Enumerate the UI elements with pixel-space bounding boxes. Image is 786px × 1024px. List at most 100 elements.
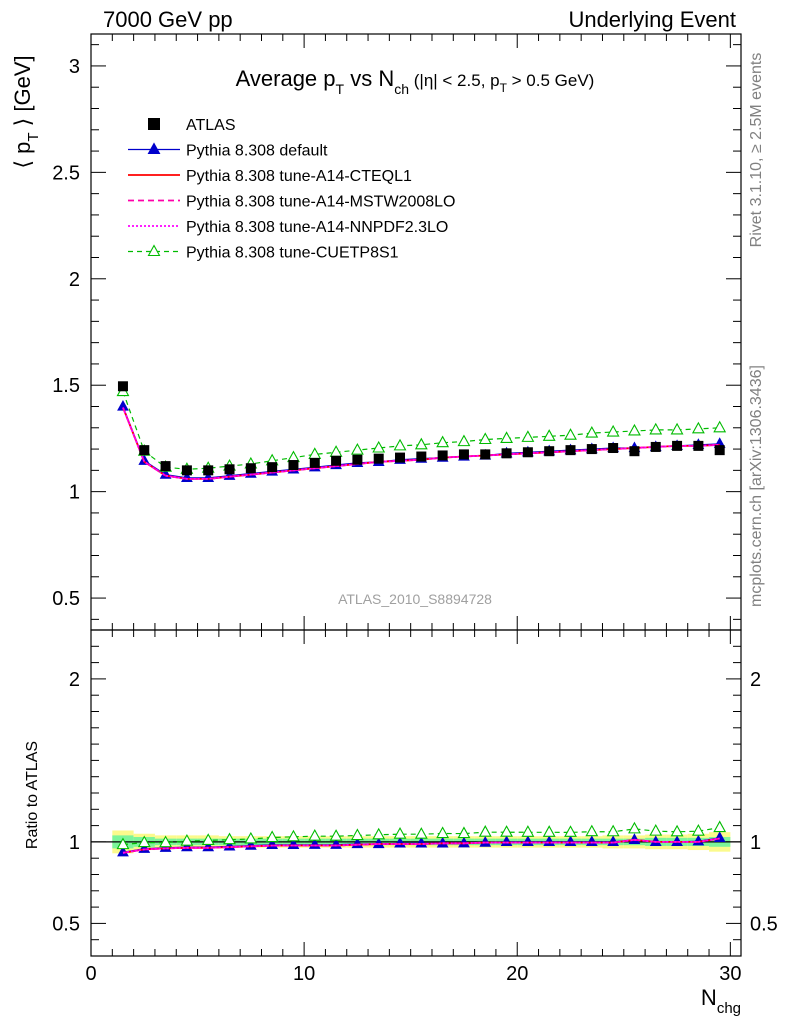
series-0-marker [480, 449, 491, 460]
legend-item: Pythia 8.308 tune-CUETP8S1 [128, 244, 399, 262]
legend-label: Pythia 8.308 tune-A14-CTEQL1 [186, 168, 412, 185]
legend-label: Pythia 8.308 default [186, 143, 328, 160]
series-0-marker [245, 463, 256, 474]
series-0-marker [437, 450, 448, 461]
title-cond-b: > 0.5 GeV) [507, 71, 594, 90]
series-0-marker [544, 446, 555, 457]
series-5-marker [478, 432, 492, 445]
analysis-id-label: ATLAS_2010_S8894728 [338, 591, 492, 607]
title-sub-ch: ch [394, 81, 409, 97]
series-5-marker [691, 421, 705, 434]
x-label-sub: chg [717, 1000, 741, 1017]
y-tick-label: 1.5 [52, 375, 80, 397]
series-5-marker [564, 428, 577, 440]
chart-title: Average pT vs Nch (|η| < 2.5, pT > 0.5 G… [236, 66, 595, 97]
series-5-marker-ratio [628, 821, 641, 834]
series-0-marker [373, 453, 384, 464]
series-0-marker [160, 461, 171, 472]
y-label-close: ⟩ [GeV] [10, 55, 35, 132]
legend-item: Pythia 8.308 tune-A14-NNPDF2.3LO [128, 219, 448, 236]
y-label-open: ⟨ p [10, 142, 35, 169]
legend-item: Pythia 8.308 default [128, 142, 328, 160]
series-0-marker [586, 444, 597, 455]
y-tick-label: 1 [69, 482, 80, 504]
legend-marker-open-triangle [147, 244, 161, 257]
series-5-marker-ratio [350, 828, 364, 841]
series-0-marker [352, 454, 363, 465]
series-5-marker-ratio [223, 832, 236, 845]
series-5-marker-ratio [478, 825, 492, 837]
title-part-mid: vs N [344, 66, 394, 91]
series-5-marker-ratio [329, 829, 343, 841]
legend-marker-triangle [147, 142, 161, 155]
series-5-marker [606, 424, 620, 437]
series-5-marker [372, 440, 386, 453]
series-0-marker [117, 381, 128, 392]
series-5-marker-ratio [670, 824, 684, 837]
series-5-marker-ratio [244, 831, 258, 844]
series-5-line [122, 391, 720, 470]
series-5-marker-ratio [521, 825, 535, 837]
series-5-marker-ratio [414, 827, 428, 839]
axes-layer: 0 10 20 30 0.5 1 1.5 2 2.5 3 0.5 0.5 1 1 2 2 [52, 33, 778, 985]
series-0-marker [331, 455, 342, 466]
series-5-marker-ratio [372, 827, 386, 840]
series-5-marker-ratio [649, 823, 663, 836]
series-5-marker-ratio [585, 824, 599, 837]
legend-item: Pythia 8.308 tune-A14-CTEQL1 [128, 168, 412, 185]
series-5-marker-ratio [542, 825, 556, 837]
ratio-y-tick-label-right: 0.5 [750, 913, 778, 935]
series-0-marker [650, 441, 661, 452]
series-5-marker [500, 431, 514, 443]
series-0-marker [139, 445, 150, 456]
main-layer [116, 381, 727, 482]
series-5-marker-ratio [116, 837, 130, 850]
title-sub-t: T [336, 81, 345, 97]
series-0-marker [416, 451, 427, 462]
series-0-marker [181, 465, 192, 476]
x-tick-label: 20 [506, 963, 528, 985]
y-tick-label: 0.5 [52, 588, 80, 610]
ratio-y-tick-label-right: 2 [750, 669, 761, 691]
title-part-main: Average p [236, 66, 336, 91]
collision-label: 7000 GeV pp [103, 7, 233, 32]
series-5-marker [329, 445, 343, 457]
ratio-y-tick-label-left: 2 [69, 669, 80, 691]
series-1-marker-ratio [479, 836, 492, 847]
series-5-marker-ratio [308, 829, 322, 841]
series-0-marker [693, 440, 704, 451]
x-axis-label: Nchg [701, 985, 741, 1017]
series-0-marker [565, 445, 576, 456]
y-label-sub: T [25, 132, 42, 141]
rivet-version-label: Rivet 3.1.10, ≥ 2.5M events [748, 53, 765, 248]
legend-label: Pythia 8.308 tune-A14-MSTW2008LO [186, 194, 455, 211]
series-5-marker-ratio [713, 820, 727, 833]
series-5-marker-ratio [564, 825, 577, 837]
series-5-marker [308, 447, 322, 459]
legend-item: ATLAS [148, 117, 236, 134]
y-tick-label: 2 [69, 269, 80, 291]
ratio-plot-frame [90, 629, 742, 957]
series-5-marker-ratio [137, 835, 151, 848]
series-5-marker-ratio [457, 826, 471, 839]
legend-label: ATLAS [186, 117, 236, 134]
series-5-marker [350, 442, 364, 455]
series-5-marker-ratio [393, 827, 407, 839]
series-0-marker [267, 462, 278, 473]
series-0-marker [608, 443, 619, 454]
series-5-marker [585, 425, 599, 438]
series-5-marker-ratio [691, 824, 705, 836]
series-0-marker [522, 447, 533, 458]
series-5-marker [649, 422, 663, 435]
ratio-y-axis-label: Ratio to ATLAS [24, 741, 41, 849]
series-5-marker [393, 438, 407, 451]
series-0-marker [714, 445, 725, 456]
ratio-layer [91, 820, 741, 857]
series-5-marker-ratio [265, 830, 279, 843]
x-label-main: N [701, 985, 717, 1010]
series-0-marker [395, 452, 406, 463]
legend-marker-square [148, 118, 160, 130]
series-5-marker [457, 434, 471, 447]
